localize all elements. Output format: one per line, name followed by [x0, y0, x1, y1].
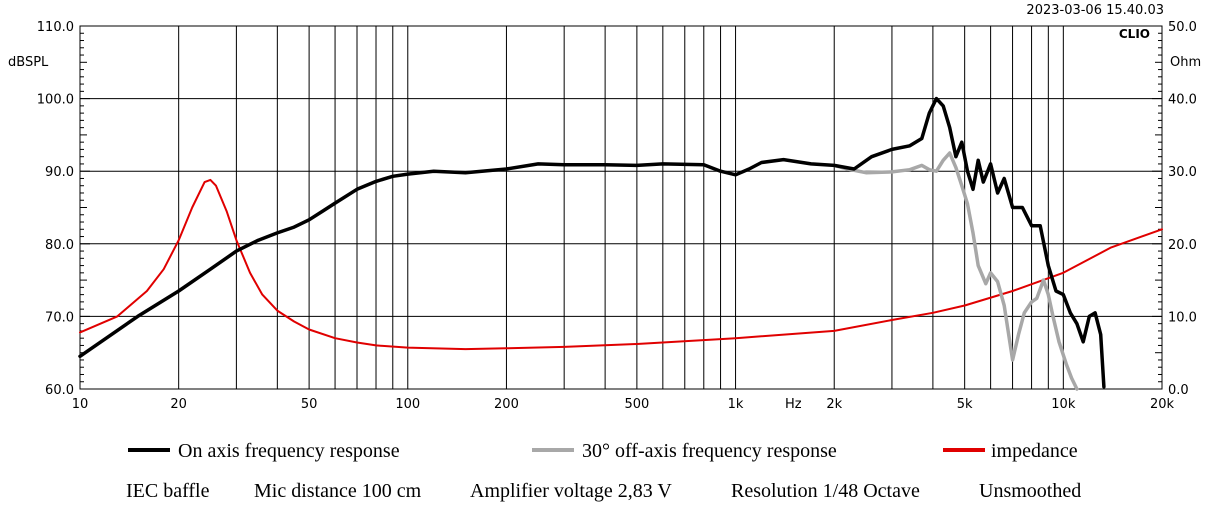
right-axis-unit: Ohm	[1170, 55, 1201, 70]
x-tick-label: 500	[624, 397, 649, 412]
x-tick-label: 100	[395, 397, 420, 412]
left-tick-label: 80.0	[45, 238, 74, 253]
left-tick-label: 60.0	[45, 383, 74, 398]
x-tick-label: 2k	[826, 397, 842, 412]
x-tick-label: 20k	[1150, 397, 1175, 412]
right-tick-label: 40.0	[1168, 93, 1197, 108]
series-line-on-axis	[78, 96, 1106, 389]
brand-label: CLIO	[1119, 27, 1150, 41]
legend-label-on-axis: On axis frequency response	[178, 440, 400, 462]
legend: On axis frequency response 30° off-axis …	[128, 440, 1078, 462]
x-tick-label: 50	[301, 397, 318, 412]
plot-frame	[79, 25, 1163, 390]
legend-label-off-axis: 30° off-axis frequency response	[582, 440, 837, 462]
note-amplifier-voltage: Amplifier voltage 2,83 V	[470, 480, 672, 502]
right-tick-label: 10.0	[1168, 310, 1197, 325]
left-axis-unit: dBSPL	[8, 55, 49, 70]
note-mic-distance: Mic distance 100 cm	[254, 480, 422, 502]
note-resolution: Resolution 1/48 Octave	[731, 480, 920, 502]
right-tick-label: 50.0	[1168, 20, 1197, 35]
measurement-notes: IEC baffle Mic distance 100 cm Amplifier…	[126, 480, 1081, 502]
right-tick-label: 30.0	[1168, 165, 1197, 180]
axis-labels: 10 20 50 100 200 500 1k 2k 5k 10k 20k 60.0 70.0 80.0 9…	[37, 20, 1197, 412]
x-tick-label: 1k	[728, 397, 744, 412]
legend-label-impedance: impedance	[991, 440, 1078, 462]
x-tick-label: 5k	[957, 397, 973, 412]
timestamp: 2023-03-06 15.40.03	[1026, 3, 1164, 18]
left-axis-minor-ticks	[80, 25, 90, 390]
left-tick-label: 110.0	[37, 20, 74, 35]
series-layer	[78, 96, 1163, 391]
x-tick-label: 200	[494, 397, 519, 412]
left-tick-label: 90.0	[45, 165, 74, 180]
grid	[80, 26, 1162, 389]
x-tick-label: 10	[72, 397, 89, 412]
x-tick-label: 20	[170, 397, 187, 412]
right-tick-label: 20.0	[1168, 238, 1197, 253]
note-smoothing: Unsmoothed	[979, 480, 1081, 502]
left-tick-label: 70.0	[45, 310, 74, 325]
left-tick-label: 100.0	[37, 93, 74, 108]
x-axis-unit: Hz	[785, 397, 802, 412]
right-tick-label: 0.0	[1168, 383, 1189, 398]
series-line-off-axis	[832, 151, 1079, 391]
right-axis-minor-ticks	[1152, 25, 1162, 390]
x-tick-label: 10k	[1051, 397, 1076, 412]
series-line-impedance	[79, 178, 1163, 351]
note-baffle: IEC baffle	[126, 480, 210, 502]
